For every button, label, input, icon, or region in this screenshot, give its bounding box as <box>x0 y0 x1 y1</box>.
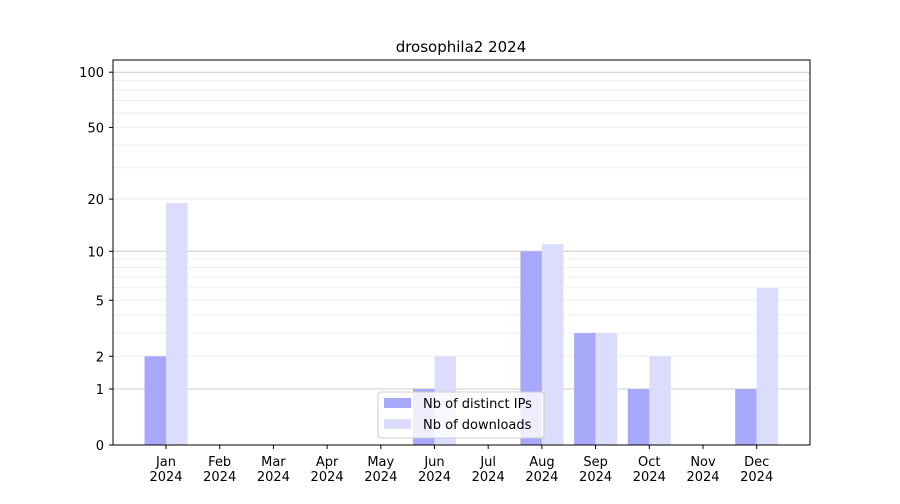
x-tick-label: Nov <box>690 455 716 470</box>
x-tick-label: 2024 <box>364 470 397 485</box>
plot-frame <box>112 59 811 446</box>
y-tick-label: 10 <box>87 245 104 260</box>
bar-downloads <box>595 333 618 445</box>
bar-distinct-ips <box>627 389 650 445</box>
x-tick-label: Jun <box>423 455 444 470</box>
y-tick-label: 0 <box>96 439 104 454</box>
x-tick-label: 2024 <box>686 470 719 485</box>
y-tick-label: 1 <box>96 383 104 398</box>
x-tick-label: 2024 <box>740 470 773 485</box>
x-tick-label: 2024 <box>257 470 290 485</box>
legend-box <box>377 391 545 439</box>
legend-swatch <box>384 398 411 408</box>
x-tick-label: Sep <box>583 455 608 470</box>
x-tick-label: 2024 <box>472 470 505 485</box>
bar-distinct-ips <box>735 389 757 445</box>
x-tick-label: 2024 <box>633 470 666 485</box>
bar-downloads <box>649 356 671 445</box>
bar-distinct-ips <box>144 356 166 445</box>
y-tick-label: 20 <box>87 193 104 208</box>
x-tick-label: Dec <box>744 455 769 470</box>
y-tick-label: 2 <box>96 350 104 365</box>
bar-downloads <box>541 244 564 445</box>
x-tick-label: 2024 <box>579 470 612 485</box>
x-tick-label: Apr <box>316 455 339 470</box>
bar-downloads <box>756 287 779 445</box>
x-tick-label: Jan <box>155 455 176 470</box>
y-tick-label: 50 <box>87 121 104 136</box>
x-tick-label: Aug <box>529 455 554 470</box>
x-tick-label: 2024 <box>311 470 344 485</box>
x-tick-label: 2024 <box>203 470 236 485</box>
legend-label: Nb of downloads <box>423 418 532 433</box>
legend: Nb of distinct IPs Nb of downloads <box>377 391 545 439</box>
chart-title: drosophila2 2024 <box>396 38 527 56</box>
legend-swatch <box>384 419 411 429</box>
x-tick-label: 2024 <box>525 470 558 485</box>
bar-downloads <box>166 203 188 445</box>
bar-distinct-ips <box>574 333 596 445</box>
y-tick-label: 5 <box>96 294 104 309</box>
x-tick-label: May <box>367 455 394 470</box>
x-tick-label: 2024 <box>418 470 451 485</box>
x-tick-label: Feb <box>208 455 231 470</box>
x-tick-label: Jul <box>479 455 496 470</box>
x-tick-label: Oct <box>638 455 660 470</box>
legend-label: Nb of distinct IPs <box>423 397 532 412</box>
x-tick-label: Mar <box>261 455 286 470</box>
y-tick-label: 100 <box>79 66 104 81</box>
x-tick-label: 2024 <box>149 470 182 485</box>
